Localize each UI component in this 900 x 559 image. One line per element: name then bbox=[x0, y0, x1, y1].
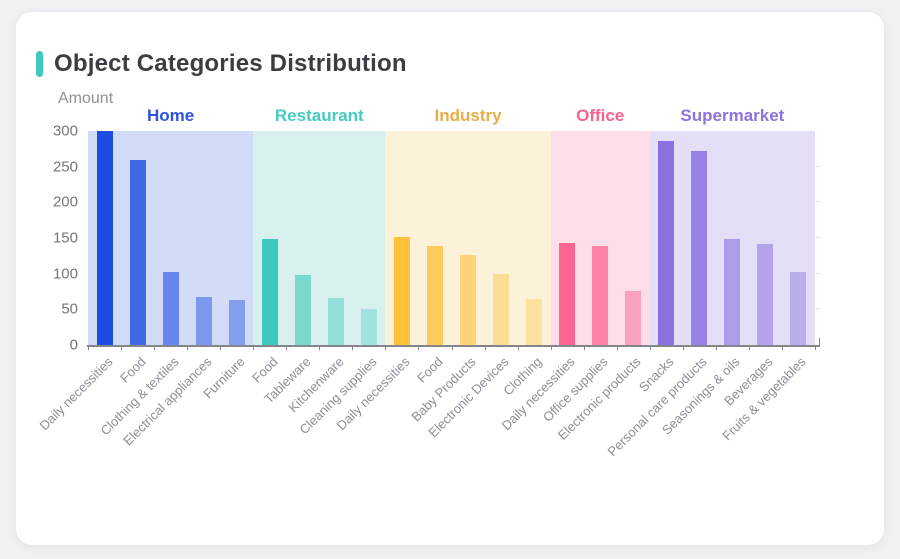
x-axis-tick bbox=[286, 345, 288, 350]
chart-card: Object Categories Distribution Amount Da… bbox=[16, 12, 884, 545]
bar-home-0[interactable] bbox=[96, 131, 113, 345]
bar-restaurant-0[interactable] bbox=[261, 238, 278, 345]
x-axis-tick bbox=[616, 345, 618, 350]
x-axis-tick bbox=[187, 345, 189, 350]
x-axis-tick bbox=[781, 345, 783, 350]
group-label-supermarket: Supermarket bbox=[680, 106, 785, 125]
x-axis-tick bbox=[649, 345, 651, 350]
bar-industry-0[interactable] bbox=[393, 237, 410, 345]
bar-home-1[interactable] bbox=[129, 160, 146, 345]
group-label-home: Home bbox=[146, 106, 195, 125]
y-axis-right-tick bbox=[816, 201, 820, 203]
x-axis-end-tick bbox=[818, 338, 820, 345]
x-axis-tick bbox=[418, 345, 420, 350]
x-axis-tick bbox=[517, 345, 519, 350]
y-tick-label: 300 bbox=[52, 122, 78, 140]
bar-restaurant-3[interactable] bbox=[360, 308, 377, 345]
x-axis-tick bbox=[583, 345, 585, 350]
bar-office-2[interactable] bbox=[625, 290, 642, 345]
x-axis-line bbox=[87, 345, 820, 347]
x-axis-tick bbox=[352, 345, 354, 350]
bar-supermarket-2[interactable] bbox=[724, 238, 741, 345]
bar-industry-4[interactable] bbox=[526, 299, 543, 345]
y-tick-label: 100 bbox=[52, 265, 78, 283]
x-axis-tick bbox=[484, 345, 486, 350]
y-tick-label: 250 bbox=[52, 158, 78, 176]
x-axis-tick bbox=[682, 345, 684, 350]
x-axis-tick bbox=[715, 345, 717, 350]
y-tick-label: 0 bbox=[69, 336, 78, 354]
x-axis-tick bbox=[815, 345, 816, 350]
x-axis-tick bbox=[550, 345, 552, 350]
page-title: Object Categories Distribution bbox=[54, 50, 407, 77]
bar-home-4[interactable] bbox=[228, 300, 245, 345]
group-label-restaurant: Restaurant bbox=[274, 106, 364, 125]
x-axis-tick bbox=[88, 345, 89, 350]
bar-supermarket-3[interactable] bbox=[757, 244, 774, 345]
bar-supermarket-4[interactable] bbox=[790, 272, 807, 345]
title-accent-bar bbox=[36, 51, 43, 77]
title-row: Object Categories Distribution bbox=[36, 50, 407, 78]
bar-home-3[interactable] bbox=[195, 296, 212, 345]
y-axis-right-tick bbox=[816, 272, 820, 274]
bar-office-1[interactable] bbox=[592, 245, 609, 345]
plot-area: Daily necessities Food Clothing & textiles… bbox=[36, 106, 820, 459]
bar-industry-3[interactable] bbox=[493, 273, 510, 345]
group-label-industry: Industry bbox=[434, 106, 502, 125]
y-axis-title: Amount bbox=[58, 90, 114, 107]
bar-home-2[interactable] bbox=[162, 272, 179, 345]
y-tick-label: 150 bbox=[52, 229, 78, 247]
x-axis-tick bbox=[121, 345, 123, 350]
bar-supermarket-0[interactable] bbox=[658, 141, 675, 345]
y-axis-right-tick bbox=[816, 308, 820, 310]
x-axis-tick bbox=[319, 345, 321, 350]
x-axis-tick bbox=[451, 345, 453, 350]
bar-office-0[interactable] bbox=[559, 243, 576, 345]
y-tick-label: 50 bbox=[61, 300, 78, 318]
bar-supermarket-1[interactable] bbox=[691, 150, 708, 345]
x-axis-tick bbox=[253, 345, 255, 350]
bar-restaurant-2[interactable] bbox=[327, 297, 344, 345]
bar-industry-2[interactable] bbox=[460, 255, 477, 345]
y-tick-label: 200 bbox=[52, 193, 78, 211]
bar-restaurant-1[interactable] bbox=[294, 275, 311, 345]
y-axis-right-tick bbox=[816, 165, 820, 167]
x-axis-tick bbox=[220, 345, 222, 350]
bar-industry-1[interactable] bbox=[426, 245, 443, 345]
x-axis-tick bbox=[154, 345, 156, 350]
y-axis-right-tick bbox=[816, 237, 820, 238]
x-axis-tick bbox=[385, 345, 387, 350]
x-axis-tick bbox=[748, 345, 750, 350]
group-label-office: Office bbox=[576, 106, 625, 125]
